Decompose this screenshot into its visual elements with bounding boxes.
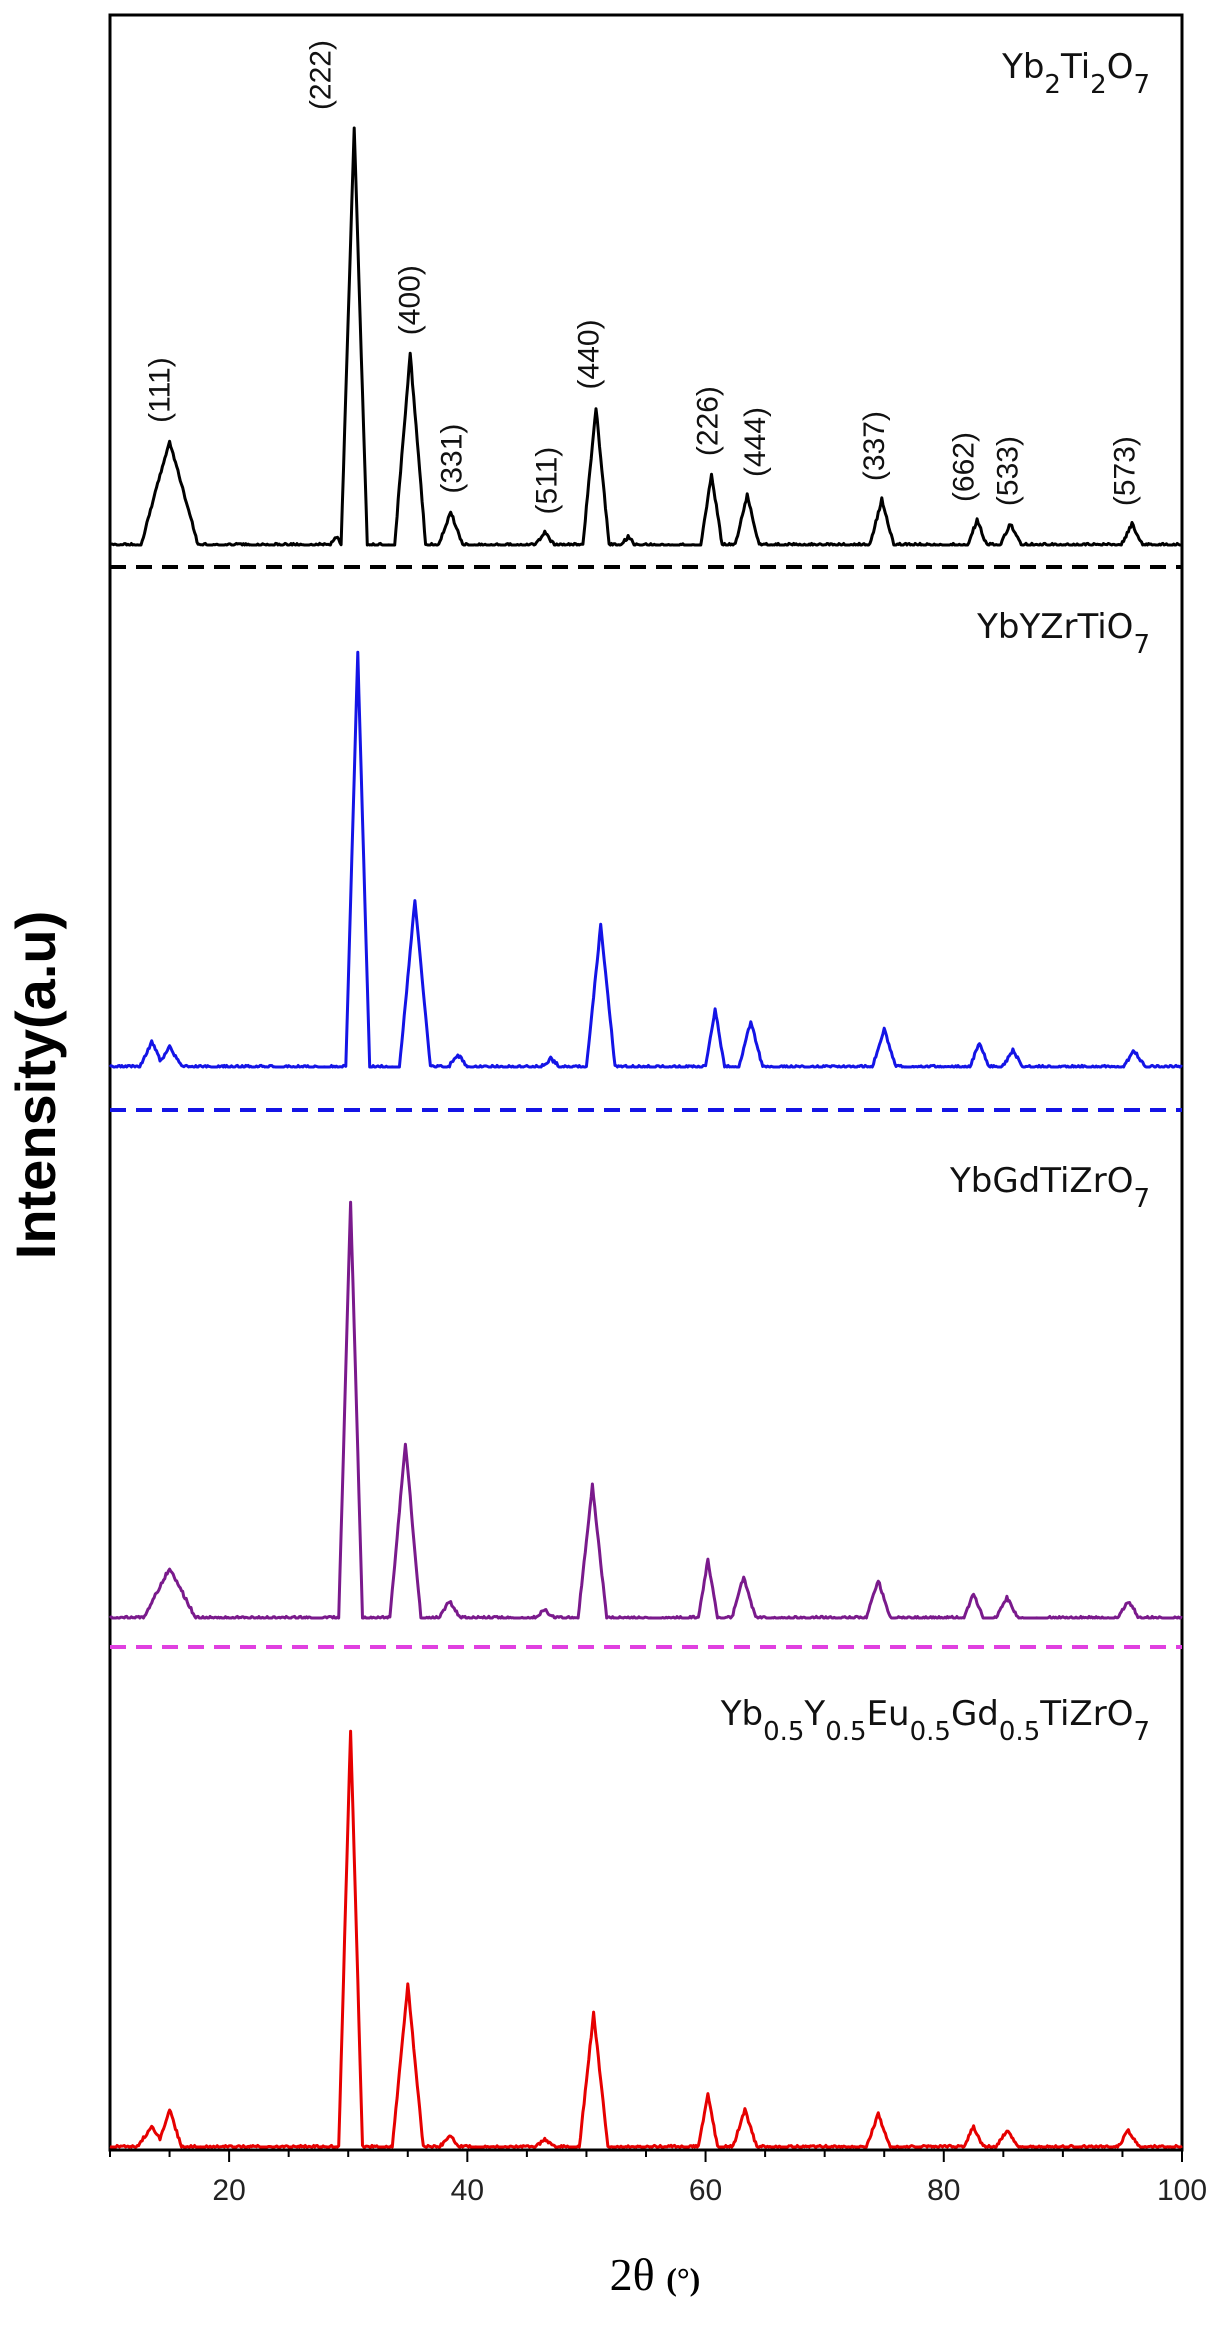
x-axis-label: 2θ (°) bbox=[610, 2249, 701, 2300]
x-tick-label: 80 bbox=[927, 2174, 960, 2207]
series-label-4: Yb0.5Y0.5Eu0.5Gd0.5TiZrO7 bbox=[720, 1694, 1150, 1747]
series-label-2: YbYZrTiO7 bbox=[976, 607, 1150, 660]
series-label-1: Yb2Ti2O7 bbox=[1001, 47, 1150, 100]
hkl-label: (440) bbox=[572, 319, 605, 389]
plot-border bbox=[108, 13, 1184, 2152]
panel-dividers bbox=[110, 565, 1182, 1649]
series-line-1 bbox=[109, 126, 1183, 547]
hkl-label: (400) bbox=[394, 265, 427, 335]
series-labels: Yb2Ti2O7 YbYZrTiO7 YbGdTiZrO7 Yb0.5Y0.5Eu0.… bbox=[720, 47, 1150, 1747]
hkl-label: (222) bbox=[304, 40, 337, 110]
y-axis-label: Intensity(a.u) bbox=[4, 911, 67, 1259]
x-tick-label: 20 bbox=[212, 2174, 245, 2207]
hkl-label: (444) bbox=[739, 407, 772, 477]
hkl-label: (511) bbox=[531, 447, 564, 515]
hkl-label: (573) bbox=[1108, 436, 1141, 506]
hkl-label: (226) bbox=[692, 386, 725, 456]
x-tick-label: 60 bbox=[689, 2174, 722, 2207]
hkl-label: (337) bbox=[858, 411, 891, 481]
plot-frame bbox=[108, 13, 1184, 2152]
series-line-4 bbox=[109, 1729, 1183, 2149]
x-tick-label: 100 bbox=[1157, 2174, 1207, 2207]
hkl-label: (331) bbox=[435, 424, 468, 494]
x-axis: 20 40 60 80 100 bbox=[109, 2150, 1207, 2207]
hkl-label: (111) bbox=[144, 357, 177, 423]
series-label-3: YbGdTiZrO7 bbox=[949, 1161, 1150, 1214]
x-tick-label: 40 bbox=[451, 2174, 484, 2207]
peak-annotations: (111) (222) (400) (331) (511) (440) (226) (444)… bbox=[144, 40, 1142, 515]
hkl-label: (533) bbox=[992, 436, 1025, 506]
series-line-3 bbox=[108, 1200, 1183, 1620]
series-layer bbox=[108, 126, 1183, 2149]
series-line-2 bbox=[108, 650, 1183, 1069]
hkl-label: (662) bbox=[948, 432, 981, 502]
